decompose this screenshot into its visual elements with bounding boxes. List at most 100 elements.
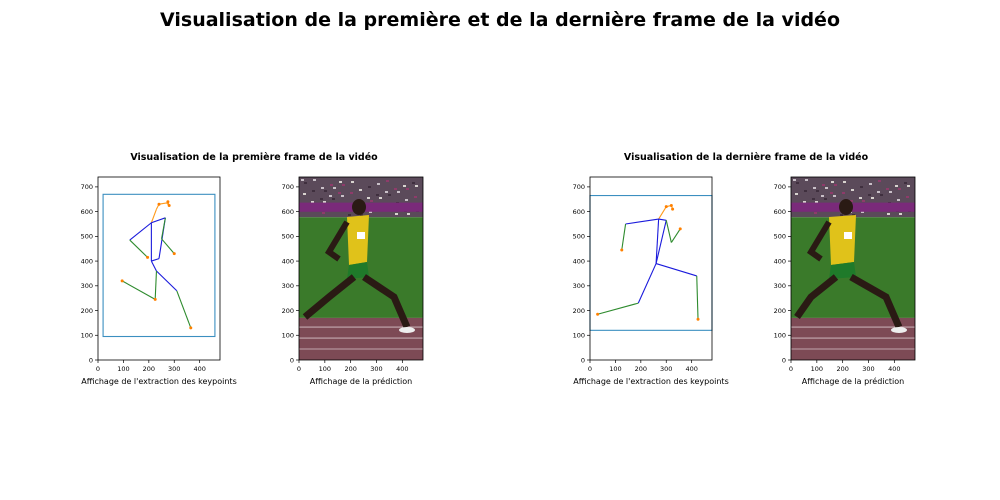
y-tick-label: 100 (81, 332, 93, 340)
y-tick-label: 0 (290, 356, 294, 364)
keypoint-marker (678, 227, 682, 231)
runner-shoe (399, 327, 415, 333)
last-frame-prediction-axes: 0 100 200 300 400 0 100 200 300 400 500 600 700 (774, 176, 916, 373)
x-tick-label: 400 (888, 365, 900, 373)
first-frame-subtitle: Visualisation de la première frame de la… (130, 152, 378, 163)
skeleton-segment (655, 263, 697, 277)
crowd-speck (898, 188, 901, 190)
y-tick-label: 500 (573, 233, 585, 241)
crowd-speck (825, 187, 828, 189)
runner-shorts (829, 262, 856, 279)
skeleton-segment (161, 217, 166, 239)
crowd-speck (822, 184, 825, 186)
last-frame-prediction-xlabel: Affichage de la prédiction (802, 376, 904, 386)
crowd-speck (395, 213, 398, 215)
crowd-speck (386, 180, 389, 182)
crowd-speck (388, 194, 391, 196)
runner-front-leg (362, 274, 411, 329)
crowd-speck (904, 182, 907, 184)
y-tick-label: 200 (774, 307, 786, 315)
first-frame-prediction-axes: 0 100 200 300 400 0 100 200 300 400 500 600 700 (282, 176, 424, 373)
skeleton-segment (129, 222, 152, 241)
crowd-speck (816, 190, 819, 192)
crowd-speck (311, 201, 314, 203)
crowd-speck (869, 183, 872, 185)
crowd-speck (860, 186, 863, 188)
stadium-photo (299, 177, 423, 360)
keypoint-marker (153, 297, 157, 301)
crowd-speck (824, 198, 827, 200)
crowd-speck (793, 179, 796, 181)
stadium-photo (791, 177, 915, 360)
crowd-speck (341, 195, 344, 197)
crowd-speck (415, 185, 418, 187)
keypoint-marker (669, 203, 673, 207)
axes-frame (790, 176, 916, 361)
runner-bib (357, 232, 365, 239)
first-frame-keypoints-xlabel: Affichage de l'extraction des keypoints (81, 377, 236, 386)
skeleton-segment (621, 223, 627, 251)
y-tick-label: 400 (573, 257, 585, 265)
last-frame-keypoints-axes: 0 100 200 300 400 0 100 200 300 400 500 600 700 (573, 176, 713, 373)
y-tick-label: 200 (573, 307, 585, 315)
runner-back-leg (794, 274, 839, 320)
crowd-speck (859, 197, 862, 199)
crowd-speck (320, 198, 323, 200)
crowd-speck (379, 197, 382, 199)
crowd-speck (339, 181, 342, 183)
y-tick-label: 300 (573, 282, 585, 290)
last-frame-subtitle: Visualisation de la dernière frame de la… (624, 152, 869, 163)
y-tick-label: 100 (573, 332, 585, 340)
y-tick-label: 200 (282, 307, 294, 315)
crowd-speck (830, 192, 833, 194)
x-tick-label: 0 (96, 365, 100, 373)
keypoint-marker (167, 203, 171, 207)
x-tick-label: 100 (117, 365, 129, 373)
last-frame-keypoints-xlabel: Affichage de l'extraction des keypoints (573, 377, 728, 386)
x-tick-label: 0 (789, 365, 793, 373)
y-tick-label: 600 (573, 208, 585, 216)
y-tick-label: 0 (89, 356, 93, 364)
crowd-speck (842, 192, 845, 194)
crowd-speck (804, 190, 807, 192)
axes-frame (298, 176, 424, 361)
x-tick-label: 300 (370, 365, 382, 373)
crowd-speck (313, 179, 316, 181)
first-frame-prediction-xlabel: Affichage de la prédiction (310, 376, 412, 386)
skeleton-segment (161, 238, 175, 255)
crowd-speck (407, 213, 410, 215)
crowd-speck (895, 185, 898, 187)
runner-head (352, 199, 366, 215)
x-tick-label: 400 (193, 365, 205, 373)
keypoint-marker (157, 202, 161, 206)
skeleton-segment (655, 219, 660, 264)
crowd-speck (886, 188, 889, 190)
crowd-speck (369, 211, 372, 213)
crowd-speck (887, 213, 890, 215)
crowd-speck (322, 212, 325, 214)
skeleton-segment (154, 270, 158, 300)
crowd-speck (329, 195, 332, 197)
x-tick-label: 100 (609, 365, 621, 373)
runner-head (839, 199, 853, 215)
crowd-speck (815, 201, 818, 203)
crowd-speck (350, 192, 353, 194)
skeleton-segment (696, 275, 699, 320)
crowd-speck (403, 185, 406, 187)
crowd-speck (359, 189, 362, 191)
crowd-speck (385, 191, 388, 193)
skeleton-segment (625, 218, 659, 225)
crowd-speck (312, 190, 315, 192)
keypoint-marker (172, 252, 176, 256)
crowd-speck (907, 185, 910, 187)
crowd-speck (868, 194, 871, 196)
crowd-speck (397, 191, 400, 193)
person-bounding-box (102, 193, 216, 338)
skeleton-segment (637, 263, 657, 304)
skeleton-segment (156, 270, 178, 292)
keypoint-marker (620, 248, 624, 252)
crowd-speck (831, 181, 834, 183)
crowd-speck (368, 186, 371, 188)
crowd-speck (394, 188, 397, 190)
